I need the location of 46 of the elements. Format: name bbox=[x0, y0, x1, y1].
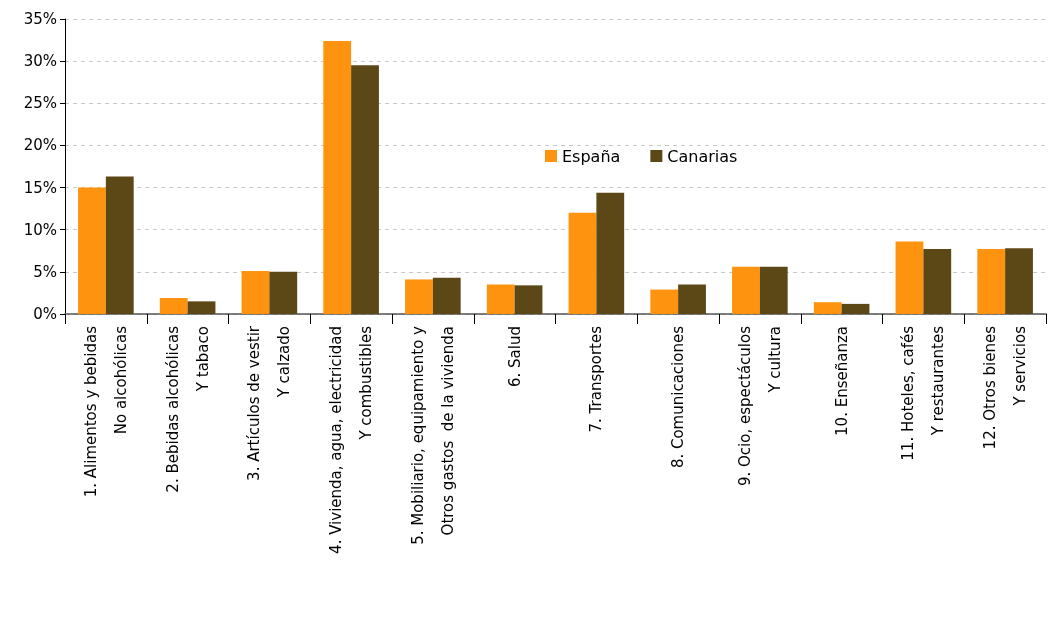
bar bbox=[759, 266, 788, 314]
x-tick-label: 6. Salud bbox=[505, 326, 524, 387]
bar bbox=[323, 40, 352, 314]
bar bbox=[351, 65, 379, 314]
bar bbox=[405, 279, 433, 314]
x-tick-label: 12. Otros bienes Y servicios bbox=[981, 325, 1030, 450]
x-tick-label: 9. Ocio, espectáculos Y cultura bbox=[735, 325, 784, 487]
x-tick-label: 8. Comunicaciones bbox=[669, 325, 688, 469]
bar bbox=[269, 271, 298, 314]
x-tick-label: 5. Mobiliario, equipamiento y Otros gastos de la vivienda bbox=[408, 325, 457, 545]
bar bbox=[650, 289, 679, 314]
x-tick-label: 2. Bebidas alcohólicas Y tabaco bbox=[163, 325, 212, 493]
y-tick-label: 10% bbox=[23, 220, 57, 239]
y-tick-label: 35% bbox=[23, 10, 57, 28]
bar bbox=[977, 249, 1006, 314]
y-tick-label: 15% bbox=[23, 178, 57, 197]
bar bbox=[241, 271, 270, 314]
bar bbox=[895, 241, 924, 314]
x-tick-label: 10. Enseñanza bbox=[832, 326, 851, 436]
bar bbox=[105, 176, 134, 314]
x-tick-label: 3. Artículos de vestir Y calzado bbox=[245, 325, 294, 481]
bar bbox=[514, 285, 543, 314]
bar bbox=[678, 284, 706, 314]
y-tick-label: 20% bbox=[23, 136, 57, 155]
bar bbox=[78, 187, 106, 314]
bar bbox=[187, 301, 216, 314]
bar bbox=[432, 277, 461, 314]
bar bbox=[813, 302, 842, 314]
bar bbox=[596, 192, 625, 314]
y-tick-label: 5% bbox=[33, 262, 57, 281]
legend-label: España bbox=[562, 146, 621, 166]
bar bbox=[841, 303, 870, 314]
x-tick-label: 7. Transportes bbox=[587, 325, 606, 433]
x-tick-label: 1. Alimentos y bebidas No alcohólicas bbox=[81, 325, 130, 498]
bar bbox=[1005, 248, 1033, 314]
y-tick-label: 30% bbox=[23, 52, 57, 71]
y-tick-label: 25% bbox=[23, 94, 57, 113]
legend-label: Canarias bbox=[667, 146, 738, 166]
y-tick-label: 0% bbox=[33, 305, 57, 323]
bar bbox=[732, 266, 760, 314]
x-tick-label: 11. Hoteles, cafés Y restaurantes bbox=[899, 325, 948, 461]
bar bbox=[486, 284, 515, 314]
x-tick-label: 4. Vivienda, agua, electricidad Y combustibles bbox=[327, 325, 376, 554]
bar bbox=[159, 297, 188, 314]
bar bbox=[923, 249, 952, 314]
bar bbox=[568, 212, 597, 314]
